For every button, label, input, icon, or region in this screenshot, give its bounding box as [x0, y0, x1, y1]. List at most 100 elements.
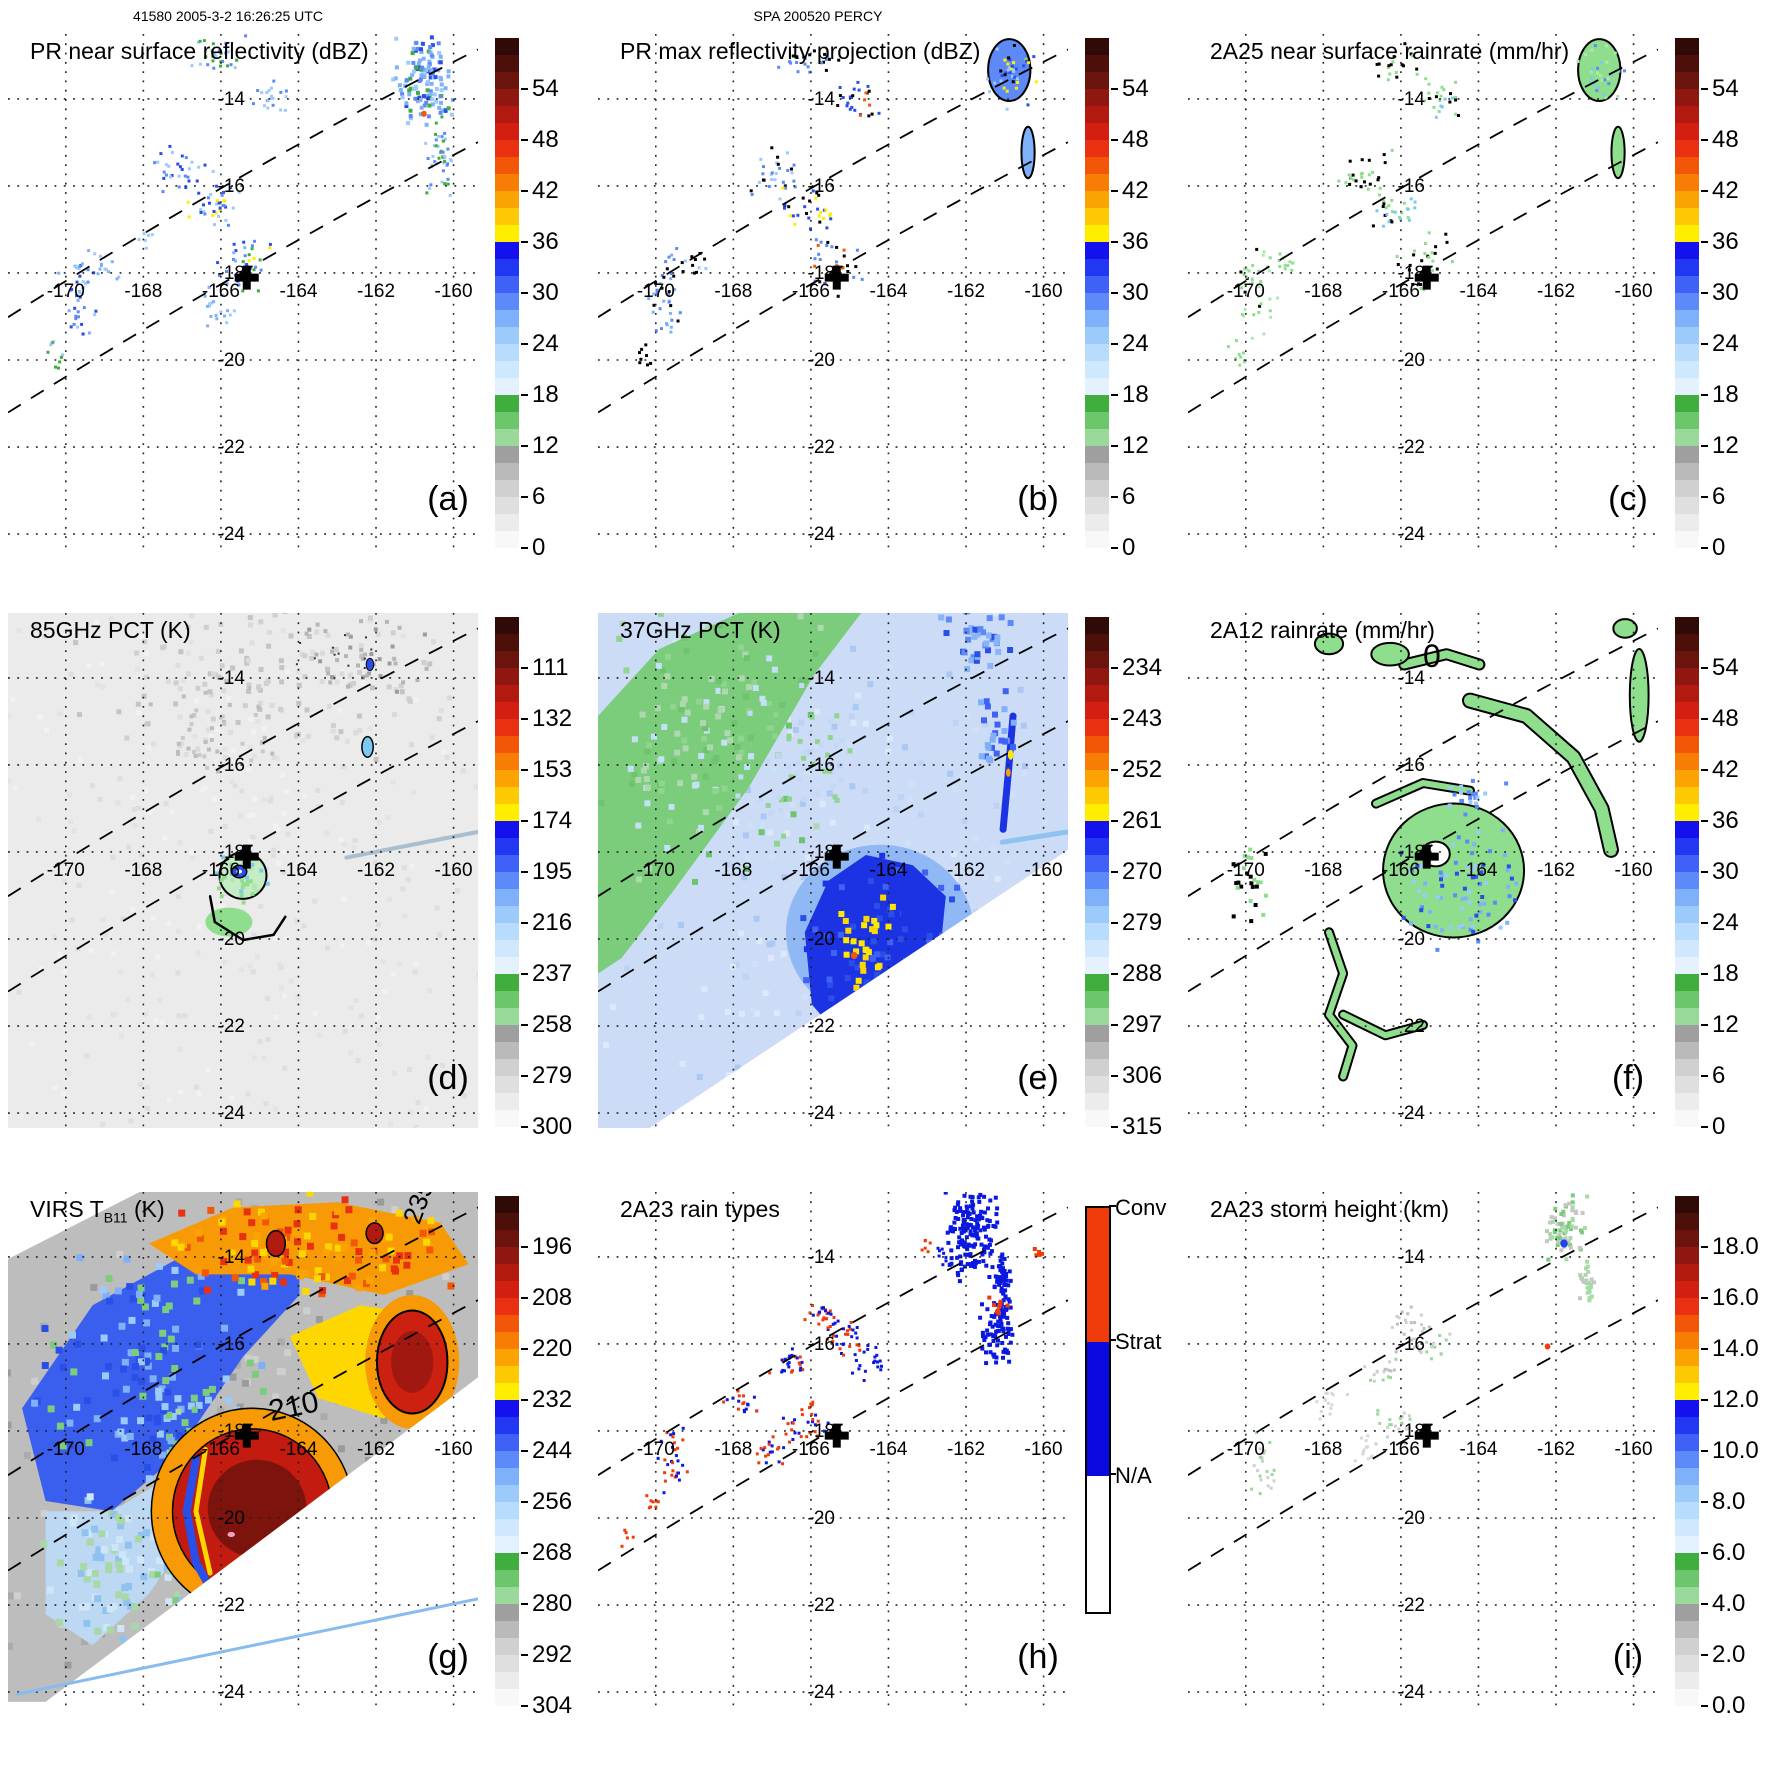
storm-center-cross: [234, 265, 259, 290]
svg-text:-162: -162: [1537, 281, 1575, 302]
svg-text:-168: -168: [714, 860, 752, 881]
colorbar-h: Conv Strat N/A: [1085, 1195, 1179, 1716]
colorbar-tick-label: 196: [532, 1233, 573, 1260]
colorbar-tick-label: 132: [532, 705, 573, 732]
svg-text:-170: -170: [1227, 281, 1265, 302]
colorbar-tick-label: 12.0: [1712, 1386, 1759, 1413]
colorbar-tick-label: 0: [1712, 1113, 1726, 1140]
colorbar-gradient: [1085, 617, 1109, 1127]
storm-center-cross: [1414, 1423, 1439, 1448]
colorbar-tick-label: 0: [532, 534, 546, 561]
colorbar-tick-label: 279: [1122, 909, 1163, 936]
colorbar-tick-label: 42: [532, 177, 559, 204]
colorbar-tick-label: 18: [1122, 381, 1149, 408]
svg-text:-164: -164: [869, 1439, 907, 1460]
map-wrap-c: -170 -168 -166 -164 -162 -160 -14 -16 -18 -20 -22-…: [1188, 34, 1658, 549]
colorbar-tick-label: 18: [1712, 960, 1739, 987]
svg-text:0: 0: [1423, 638, 1441, 674]
colorbar-tick-label: 216: [532, 909, 573, 936]
map-e: -170 -168 -166 -164 -162 -160-14-16-18-20-22-…: [598, 613, 1068, 1128]
panel-e: -170 -168 -166 -164 -162 -160 -14 -16 -18 -20 -22-…: [590, 609, 1180, 1188]
svg-text:-16: -16: [218, 1334, 245, 1355]
panel-g-title: VIRS TB11 (K): [30, 1196, 165, 1226]
svg-text:-166: -166: [202, 281, 240, 302]
svg-text:-14: -14: [218, 1247, 246, 1268]
svg-text:-24: -24: [1398, 524, 1426, 545]
colorbar-tick-label: 315: [1122, 1113, 1163, 1140]
map-a: -170 -168 -166 -164 -162 -160-14-16-18-20-22-…: [8, 34, 478, 549]
storm-name-header: SPA 200520 PERCY: [753, 8, 883, 24]
svg-text:-160: -160: [1025, 860, 1063, 881]
svg-text:-170: -170: [1227, 1439, 1265, 1460]
svg-text:-164: -164: [1459, 281, 1497, 302]
map-d: -170 -168 -166 -164 -162 -160-14-16-18-20-22-…: [8, 613, 478, 1128]
panel-e-title: 37GHz PCT (K): [620, 617, 781, 643]
svg-text:-22: -22: [218, 437, 245, 458]
colorbar-tick-label: 6: [1122, 483, 1136, 510]
svg-text:-168: -168: [1304, 1439, 1342, 1460]
panel-e-letter: (e): [1017, 1059, 1059, 1097]
panel-a-letter: (a): [427, 480, 469, 518]
panel-g-letter: (g): [427, 1638, 469, 1676]
svg-text:-16: -16: [1398, 1334, 1425, 1355]
colorbar-tick-label: 208: [532, 1284, 573, 1311]
svg-text:-168: -168: [124, 860, 162, 881]
colorbar-tick-label: 48: [1122, 126, 1149, 153]
svg-text:-160: -160: [1025, 281, 1063, 302]
colorbar-tick-label: 300: [532, 1113, 573, 1140]
rain-type-label: Strat: [1115, 1329, 1162, 1354]
colorbar-tick-label: 4.0: [1712, 1590, 1746, 1617]
map-wrap-f: 0 -170 -168 -166 -164 -162 -160 -14 -16 -18 -20 -22…: [1188, 613, 1658, 1128]
svg-text:-160: -160: [1615, 860, 1653, 881]
svg-text:-168: -168: [714, 1439, 752, 1460]
colorbar-tick-label: 54: [1712, 654, 1739, 681]
svg-text:-170: -170: [637, 1439, 675, 1460]
panel-c: -170 -168 -166 -164 -162 -160 -14 -16 -18 -20 -22-…: [1180, 30, 1770, 609]
svg-text:-162: -162: [357, 281, 395, 302]
colorbar-tick-label: 0: [1712, 534, 1726, 561]
svg-text:-20: -20: [218, 929, 245, 950]
svg-text:-14: -14: [808, 668, 836, 689]
svg-text:-168: -168: [124, 281, 162, 302]
svg-text:-164: -164: [279, 860, 317, 881]
svg-text:-20: -20: [218, 1508, 245, 1529]
panel-c-letter: (c): [1608, 480, 1648, 518]
colorbar-tick-label: 153: [532, 756, 573, 783]
map-wrap-i: -170 -168 -166 -164 -162 -160 -14 -16 -18 -20 -22-…: [1188, 1192, 1658, 1707]
colorbar-tick-label: 54: [532, 75, 559, 102]
map-wrap-a: -170 -168 -166 -164 -162 -160 -14 -16 -18 -20 -22-…: [8, 34, 478, 549]
svg-text:-14: -14: [218, 89, 246, 110]
svg-text:-22: -22: [1398, 437, 1425, 458]
rain-type-label: N/A: [1115, 1463, 1152, 1488]
colorbar-tick-label: 48: [1712, 705, 1739, 732]
colorbar-tick-label: 54: [1122, 75, 1149, 102]
colorbar-tick-label: 0.0: [1712, 1692, 1746, 1719]
map-f: 0-170 -168 -166 -164 -162 -160-14-16-18-20-22…: [1188, 613, 1658, 1128]
colorbar-tick-label: 6.0: [1712, 1539, 1746, 1566]
colorbar-tick-label: 12: [1712, 1011, 1739, 1038]
svg-text:-162: -162: [1537, 860, 1575, 881]
colorbar-tick-label: 42: [1712, 756, 1739, 783]
colorbar-tick-label: 16.0: [1712, 1284, 1759, 1311]
colorbar-tick-label: 12: [532, 432, 559, 459]
svg-text:-16: -16: [218, 755, 245, 776]
storm-center-cross: [1414, 844, 1439, 869]
panel-b-title: PR max reflectivity projection (dBZ): [620, 38, 981, 64]
svg-text:-160: -160: [435, 860, 473, 881]
colorbar-tick-label: 2.0: [1712, 1641, 1746, 1668]
svg-text:-170: -170: [47, 1439, 85, 1460]
colorbar-tick-label: 30: [1712, 279, 1739, 306]
colorbar-tick-label: 174: [532, 807, 573, 834]
storm-center-cross: [824, 265, 849, 290]
colorbar-tick-label: 244: [532, 1437, 573, 1464]
colorbar-tick-label: 237: [532, 960, 573, 987]
panel-g: 210 235 -170 -168 -166 -164 -162 -160 -14 -16 -18-…: [0, 1188, 590, 1767]
colorbar-tick-label: 6: [532, 483, 546, 510]
svg-text:-166: -166: [792, 1439, 830, 1460]
colorbar-gradient: [495, 38, 519, 548]
colorbar-tick-label: 268: [532, 1539, 573, 1566]
colorbar-tick-label: 48: [1712, 126, 1739, 153]
svg-text:-14: -14: [1398, 1247, 1426, 1268]
colorbar-tick-label: 36: [532, 228, 559, 255]
svg-text:-164: -164: [279, 1439, 317, 1460]
